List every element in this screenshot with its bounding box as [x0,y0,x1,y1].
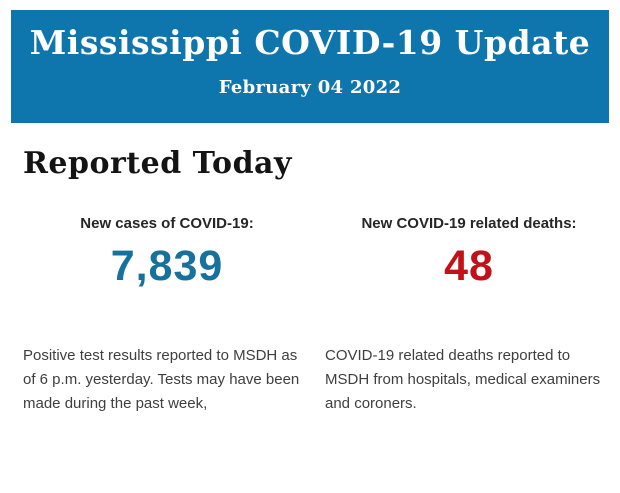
new-cases-label: New cases of COVID-19: [80,215,254,232]
header-banner: Mississippi COVID-19 Update February 04 … [11,10,609,123]
main-content: Reported Today New cases of COVID-19: 7,… [0,145,620,416]
banner-date: February 04 2022 [218,77,402,98]
new-deaths-label: New COVID-19 related deaths: [361,215,577,232]
section-heading: Reported Today [23,146,292,181]
covid-update-page: Mississippi COVID-19 Update February 04 … [0,10,620,493]
banner-title: Mississippi COVID-19 Update [29,23,591,62]
new-deaths-description: COVID-19 related deaths reported to MSDH… [325,347,601,412]
new-cases-value: 7,839 [110,242,224,290]
stats-row: New cases of COVID-19: 7,839 Positive te… [23,214,610,416]
stat-new-deaths: New COVID-19 related deaths: 48 COVID-19… [325,214,613,416]
stat-new-cases: New cases of COVID-19: 7,839 Positive te… [23,214,311,416]
new-deaths-value: 48 [444,242,494,290]
new-cases-description: Positive test results reported to MSDH a… [23,347,300,412]
